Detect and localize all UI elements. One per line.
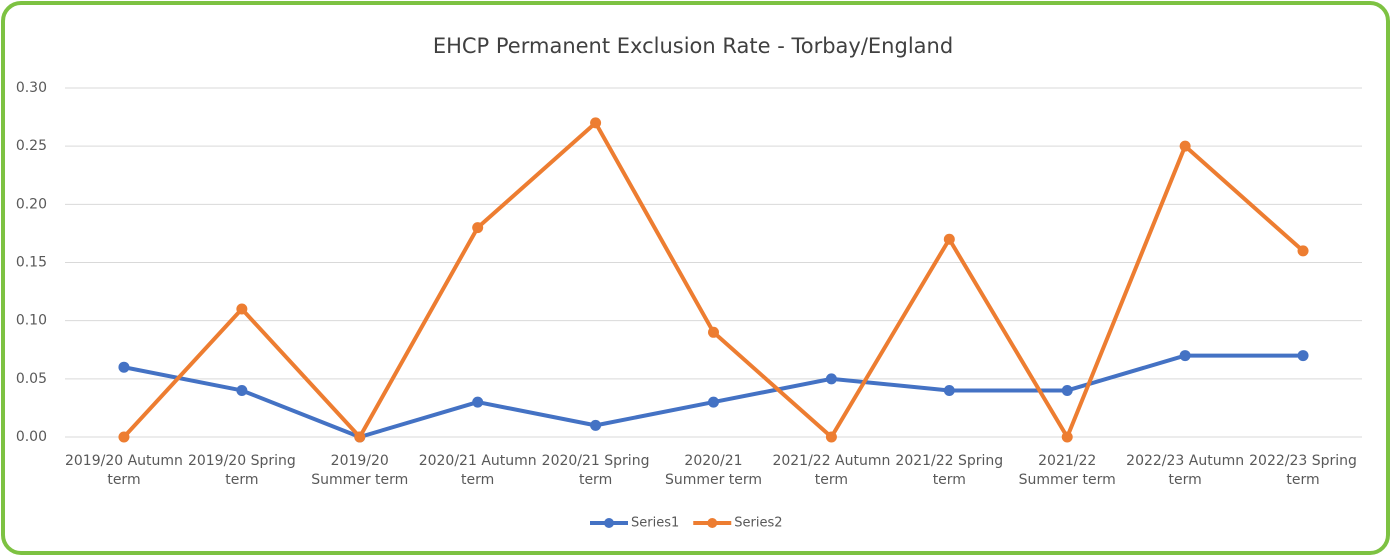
chart-title: EHCP Permanent Exclusion Rate - Torbay/E… [433, 34, 953, 58]
x-tick-label: 2019/20 Spring term [187, 453, 296, 488]
y-tick-label: 0.20 [16, 196, 47, 212]
legend-marker [604, 518, 614, 528]
marker [708, 326, 719, 338]
legend-label: Series1 [631, 516, 679, 531]
marker [1061, 384, 1073, 396]
x-tick-label: 2022/23 Autumn term [1126, 453, 1245, 488]
y-tick-label: 0.00 [16, 429, 47, 445]
marker [825, 431, 837, 443]
x-tick-label: 2021/22 Summer term [1018, 453, 1116, 488]
marker [236, 303, 248, 315]
legend-label: Series2 [734, 516, 782, 531]
x-tick-label: 2020/21 Summer term [664, 453, 763, 488]
marker [472, 396, 484, 408]
marker [1297, 350, 1309, 362]
marker [943, 233, 955, 245]
marker [1297, 245, 1309, 257]
marker [590, 117, 602, 129]
y-tick-label: 0.15 [16, 255, 47, 271]
marker [590, 419, 602, 431]
marker [943, 384, 955, 396]
marker [354, 431, 366, 443]
marker [236, 384, 248, 396]
x-tick-label: 2020/21 Spring term [541, 453, 650, 488]
x-tick-label: 2020/21 Autumn term [418, 453, 537, 488]
y-tick-label: 0.25 [16, 138, 47, 154]
marker [118, 431, 130, 443]
marker [708, 396, 719, 408]
marker [1061, 431, 1073, 443]
x-tick-label: 2019/20 Autumn term [64, 453, 183, 488]
marker [1179, 140, 1191, 152]
x-tick-label: 2019/20 Summer term [311, 453, 409, 488]
y-tick-label: 0.30 [16, 80, 47, 96]
x-tick-label: 2021/22 Spring term [895, 453, 1004, 488]
legend-marker [707, 518, 718, 528]
marker [118, 361, 130, 373]
x-tick-label: 2021/22 Autumn term [772, 453, 891, 488]
marker [1179, 350, 1191, 362]
marker [825, 373, 837, 385]
y-tick-label: 0.10 [16, 313, 47, 329]
marker [472, 222, 484, 234]
y-tick-label: 0.05 [16, 371, 47, 387]
x-tick-label: 2022/23 Spring term [1249, 453, 1357, 488]
